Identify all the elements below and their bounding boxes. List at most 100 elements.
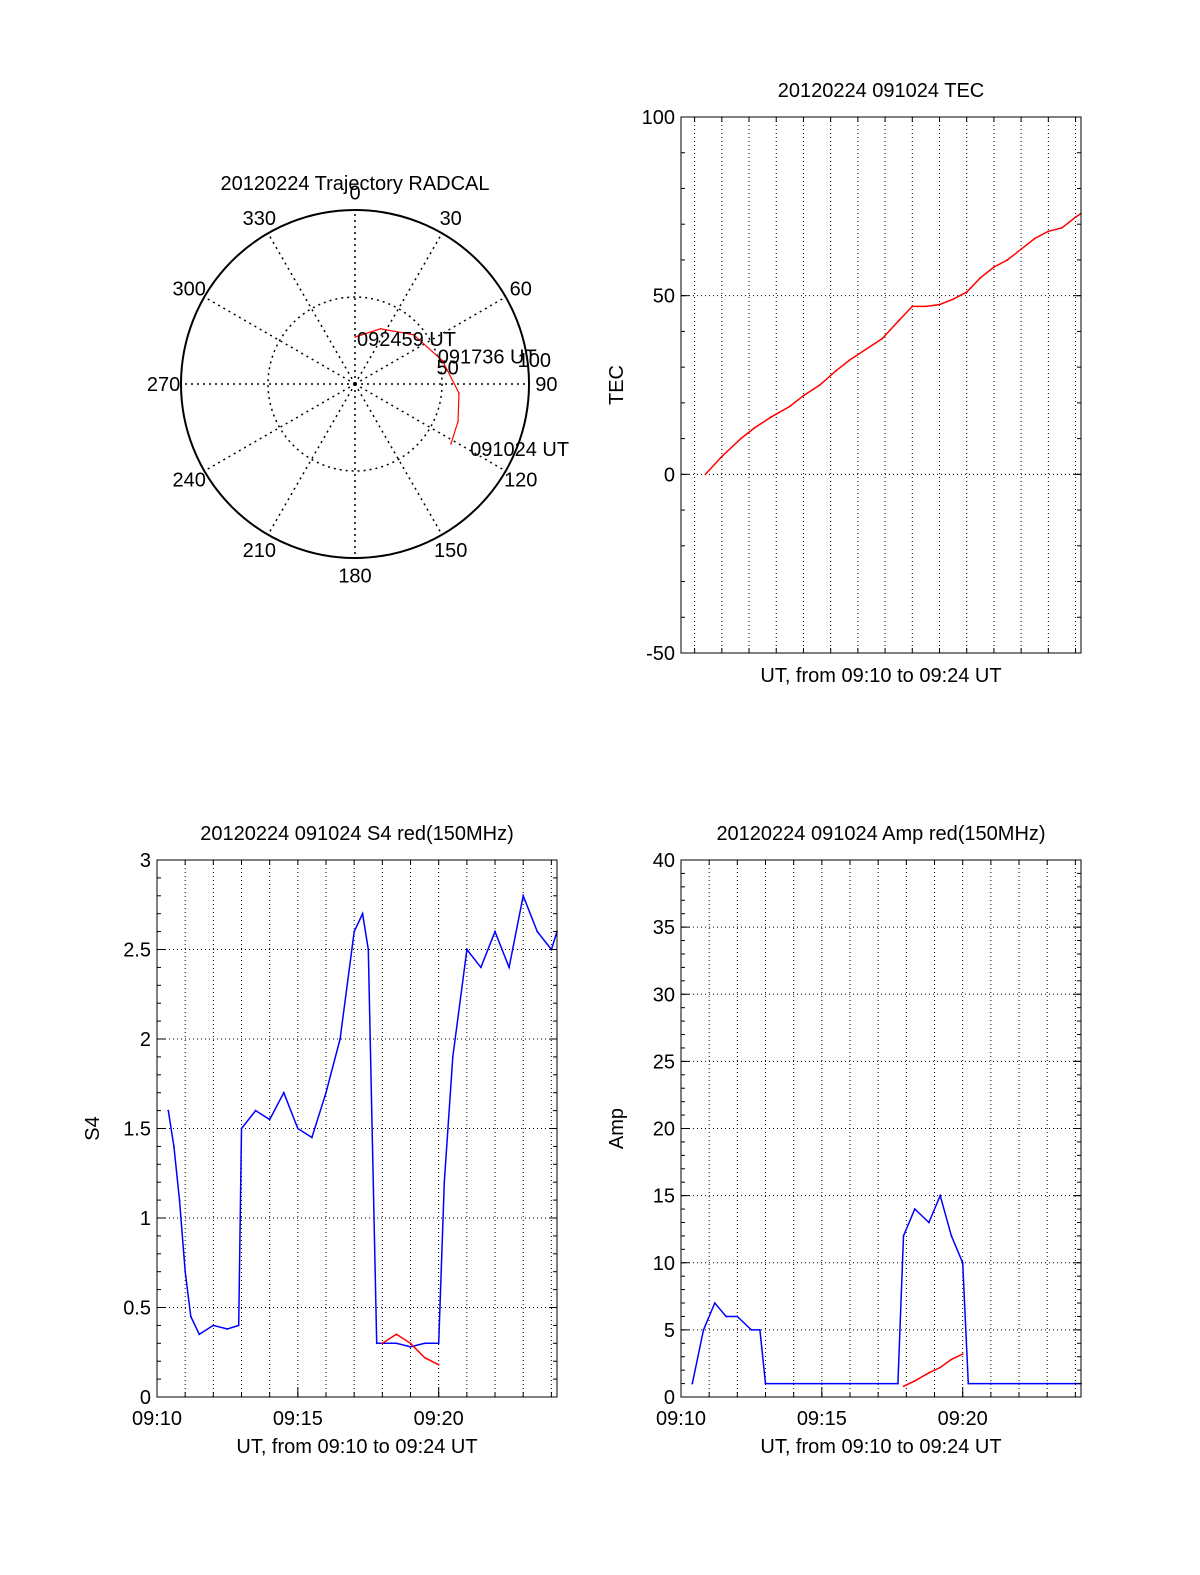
polar-spoke: [354, 383, 507, 472]
data-point-blue: [877, 1382, 880, 1385]
polar-spoke: [267, 232, 356, 385]
polar-spoke: [354, 296, 507, 385]
data-point-red: [720, 455, 723, 458]
x-tick-label: 09:15: [797, 1408, 847, 1430]
data-point-red: [902, 1385, 905, 1388]
data-point-blue: [395, 1342, 398, 1345]
time-annotation: 091024 UT: [470, 439, 569, 461]
polar-spoke: [203, 383, 356, 472]
series-line-blue: [691, 1193, 1081, 1385]
plot-frame: [680, 116, 1082, 654]
data-point-red: [938, 303, 941, 306]
azimuth-label: 300: [173, 278, 206, 300]
data-point-blue: [173, 1145, 175, 1148]
data-point-blue: [1046, 1382, 1049, 1385]
series-line-blue: [167, 893, 558, 1348]
data-point-red: [1020, 248, 1023, 251]
data-point-blue: [237, 1324, 240, 1327]
trajectory-point: [354, 336, 356, 338]
data-point-red: [704, 473, 707, 476]
y-tick-label: 25: [653, 1051, 675, 1073]
data-point-blue: [713, 1302, 716, 1304]
azimuth-label: 180: [338, 565, 371, 587]
data-point-red: [924, 305, 927, 308]
data-point-red: [395, 1333, 398, 1336]
trajectory-point: [379, 328, 382, 330]
data-point-red: [1061, 226, 1063, 229]
data-point-blue: [725, 1315, 727, 1318]
chart-title: 20120224 091024 TEC: [778, 80, 984, 102]
azimuth-label: 60: [510, 278, 532, 300]
data-point-blue: [508, 966, 511, 969]
data-point-blue: [764, 1382, 767, 1385]
x-axis-label: UT, from 09:10 to 09:24 UT: [236, 1436, 477, 1458]
data-point-blue: [311, 1136, 313, 1139]
tec-line-chart: -50 0 50 100 20120224 091024 TEC UT, from 09:…: [606, 80, 1082, 687]
data-point-blue: [361, 912, 364, 915]
data-point-blue: [961, 1261, 964, 1264]
data-point-red: [802, 394, 805, 397]
data-point-red: [835, 369, 838, 372]
data-point-red: [848, 359, 851, 361]
azimuth-label: 270: [147, 374, 180, 396]
data-point-blue: [939, 1194, 942, 1197]
data-point-blue: [913, 1208, 916, 1210]
data-point-blue: [967, 1382, 970, 1385]
data-point-blue: [494, 930, 496, 933]
y-tick-label: 1: [140, 1208, 151, 1230]
data-point-blue: [423, 1342, 426, 1345]
data-point-blue: [212, 1324, 215, 1327]
data-point-blue: [198, 1333, 201, 1336]
data-point-blue: [849, 1382, 851, 1385]
data-point-blue: [758, 1328, 761, 1331]
data-point-blue: [367, 948, 370, 951]
data-point-blue: [927, 1221, 930, 1224]
data-point-red: [437, 1363, 440, 1366]
trajectory-polar-plot: 0 30 60 90 120 150 180 210 240 270 300 330 50 100 0924…: [147, 173, 569, 587]
y-tick-label: 2.5: [123, 940, 151, 962]
data-point-blue: [437, 1342, 440, 1345]
amp-line-chart: 0 5 10 15 20 25 30 35 40 09:10 09:15 09:20 20120224 …: [606, 823, 1082, 1458]
data-point-blue: [1018, 1382, 1020, 1385]
x-tick-label: 09:15: [273, 1408, 323, 1430]
azimuth-label: 30: [440, 208, 462, 230]
x-tick-label: 09:20: [414, 1408, 464, 1430]
data-point-red: [865, 348, 867, 351]
y-axis-label: Amp: [606, 1108, 628, 1149]
data-point-blue: [353, 930, 356, 933]
y-tick-label: 0.5: [123, 1298, 151, 1320]
polar-spoke: [203, 296, 356, 385]
azimuth-label: 240: [173, 470, 206, 492]
series-line-red: [903, 1353, 964, 1387]
data-point-red: [881, 337, 884, 340]
data-point-red: [788, 405, 791, 408]
data-point-red: [423, 1356, 426, 1359]
x-tick-label: 09:10: [656, 1408, 706, 1430]
data-point-red: [381, 1342, 384, 1345]
chart-title: 20120224 091024 S4 red(150MHz): [200, 823, 514, 845]
x-axis-label: UT, from 09:10 to 09:24 UT: [760, 1436, 1001, 1458]
data-point-red: [993, 266, 995, 268]
y-tick-label: 30: [653, 984, 675, 1006]
data-point-blue: [902, 1235, 905, 1237]
polar-spoke: [354, 232, 443, 385]
polar-spoke: [267, 383, 356, 536]
data-point-blue: [178, 1199, 181, 1201]
data-point-blue: [820, 1382, 823, 1385]
azimuth-label: 0: [349, 183, 360, 205]
x-axis-label: UT, from 09:10 to 09:24 UT: [760, 665, 1001, 687]
data-point-red: [979, 276, 982, 279]
data-point-blue: [522, 894, 525, 897]
trajectory-point: [458, 392, 460, 394]
azimuth-label: 210: [243, 540, 276, 562]
data-point-blue: [736, 1315, 739, 1318]
y-tick-label: 50: [653, 286, 675, 308]
x-tick-label: 09:10: [132, 1408, 182, 1430]
data-point-blue: [750, 1328, 753, 1331]
data-point-blue: [480, 966, 482, 969]
y-tick-label: 2: [140, 1029, 151, 1051]
data-point-blue: [1074, 1382, 1077, 1385]
azimuth-label: 90: [535, 374, 557, 396]
y-tick-label: 40: [653, 850, 675, 872]
